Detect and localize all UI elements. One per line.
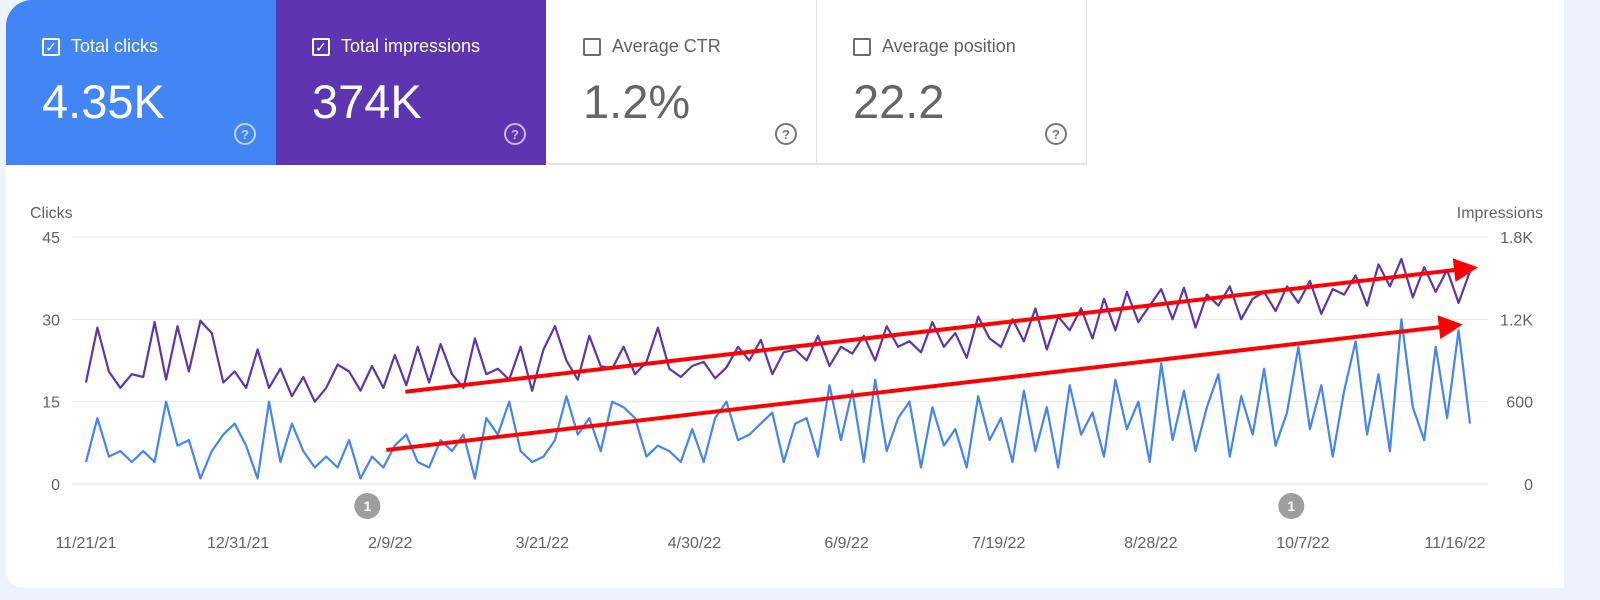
metric-label: Total impressions [341, 36, 481, 56]
x-tick: 11/16/22 [1424, 535, 1485, 552]
y-right-tick: 600 [1506, 395, 1533, 412]
metric-value: 374K [312, 75, 422, 128]
metric-label: Average CTR [612, 36, 721, 56]
series-line-impressions [84, 257, 1472, 403]
checkbox-checked-icon[interactable]: ✓ [42, 37, 60, 56]
trend-arrow [386, 315, 1463, 452]
metric-card-total-impressions[interactable]: ✓ Total impressions 374K ? [276, 0, 546, 165]
checkbox-empty-icon[interactable] [853, 37, 871, 56]
annotation-label: 1 [363, 498, 371, 514]
metric-card-total-clicks[interactable]: ✓ Total clicks 4.35K ? [6, 0, 276, 165]
checkbox-empty-icon[interactable] [583, 37, 601, 56]
help-circle-icon[interactable]: ? [234, 123, 256, 145]
checkbox-checked-icon[interactable]: ✓ [312, 37, 330, 56]
x-tick: 4/30/22 [668, 535, 721, 552]
x-tick: 7/19/22 [972, 535, 1025, 552]
x-tick: 2/9/22 [368, 535, 413, 552]
metric-label: Total clicks [71, 36, 159, 56]
annotation-marker [354, 493, 381, 519]
metric-value: 22.2 [853, 75, 945, 128]
x-tick: 6/9/22 [824, 535, 869, 552]
y-right-tick: 1.2K [1500, 312, 1533, 329]
y-left-tick: 45 [42, 230, 60, 247]
series-line-clicks [84, 318, 1472, 480]
y-right-label: Impressions [1457, 205, 1543, 222]
metric-value: 1.2% [583, 75, 691, 128]
y-right-tick: 1.8K [1500, 230, 1533, 247]
x-tick: 11/21/21 [55, 535, 116, 552]
x-tick: 3/21/22 [516, 535, 569, 552]
metric-card-average-position[interactable]: Average position 22.2 ? [817, 0, 1087, 165]
help-circle-icon[interactable]: ? [504, 123, 526, 145]
y-left-tick: 15 [42, 395, 60, 412]
x-tick: 8/28/22 [1124, 535, 1177, 552]
y-right-tick: 0 [1524, 477, 1533, 494]
y-left-tick: 0 [51, 477, 60, 494]
trend-arrow [405, 258, 1478, 394]
performance-panel: ✓ Total clicks 4.35K ? ✓ Total impressions… [6, 0, 1564, 588]
help-circle-icon[interactable]: ? [1045, 123, 1067, 145]
x-tick: 10/7/22 [1276, 535, 1329, 552]
metric-card-average-ctr[interactable]: Average CTR 1.2% ? [547, 0, 817, 165]
y-left-tick: 30 [42, 312, 60, 329]
annotation-label: 1 [1287, 498, 1295, 514]
y-left-label: Clicks [30, 205, 73, 222]
metric-label: Average position [882, 36, 1016, 56]
help-circle-icon[interactable]: ? [775, 123, 797, 145]
x-tick: 12/31/21 [207, 535, 269, 552]
annotation-marker [1278, 493, 1305, 519]
metric-value: 4.35K [42, 75, 165, 128]
